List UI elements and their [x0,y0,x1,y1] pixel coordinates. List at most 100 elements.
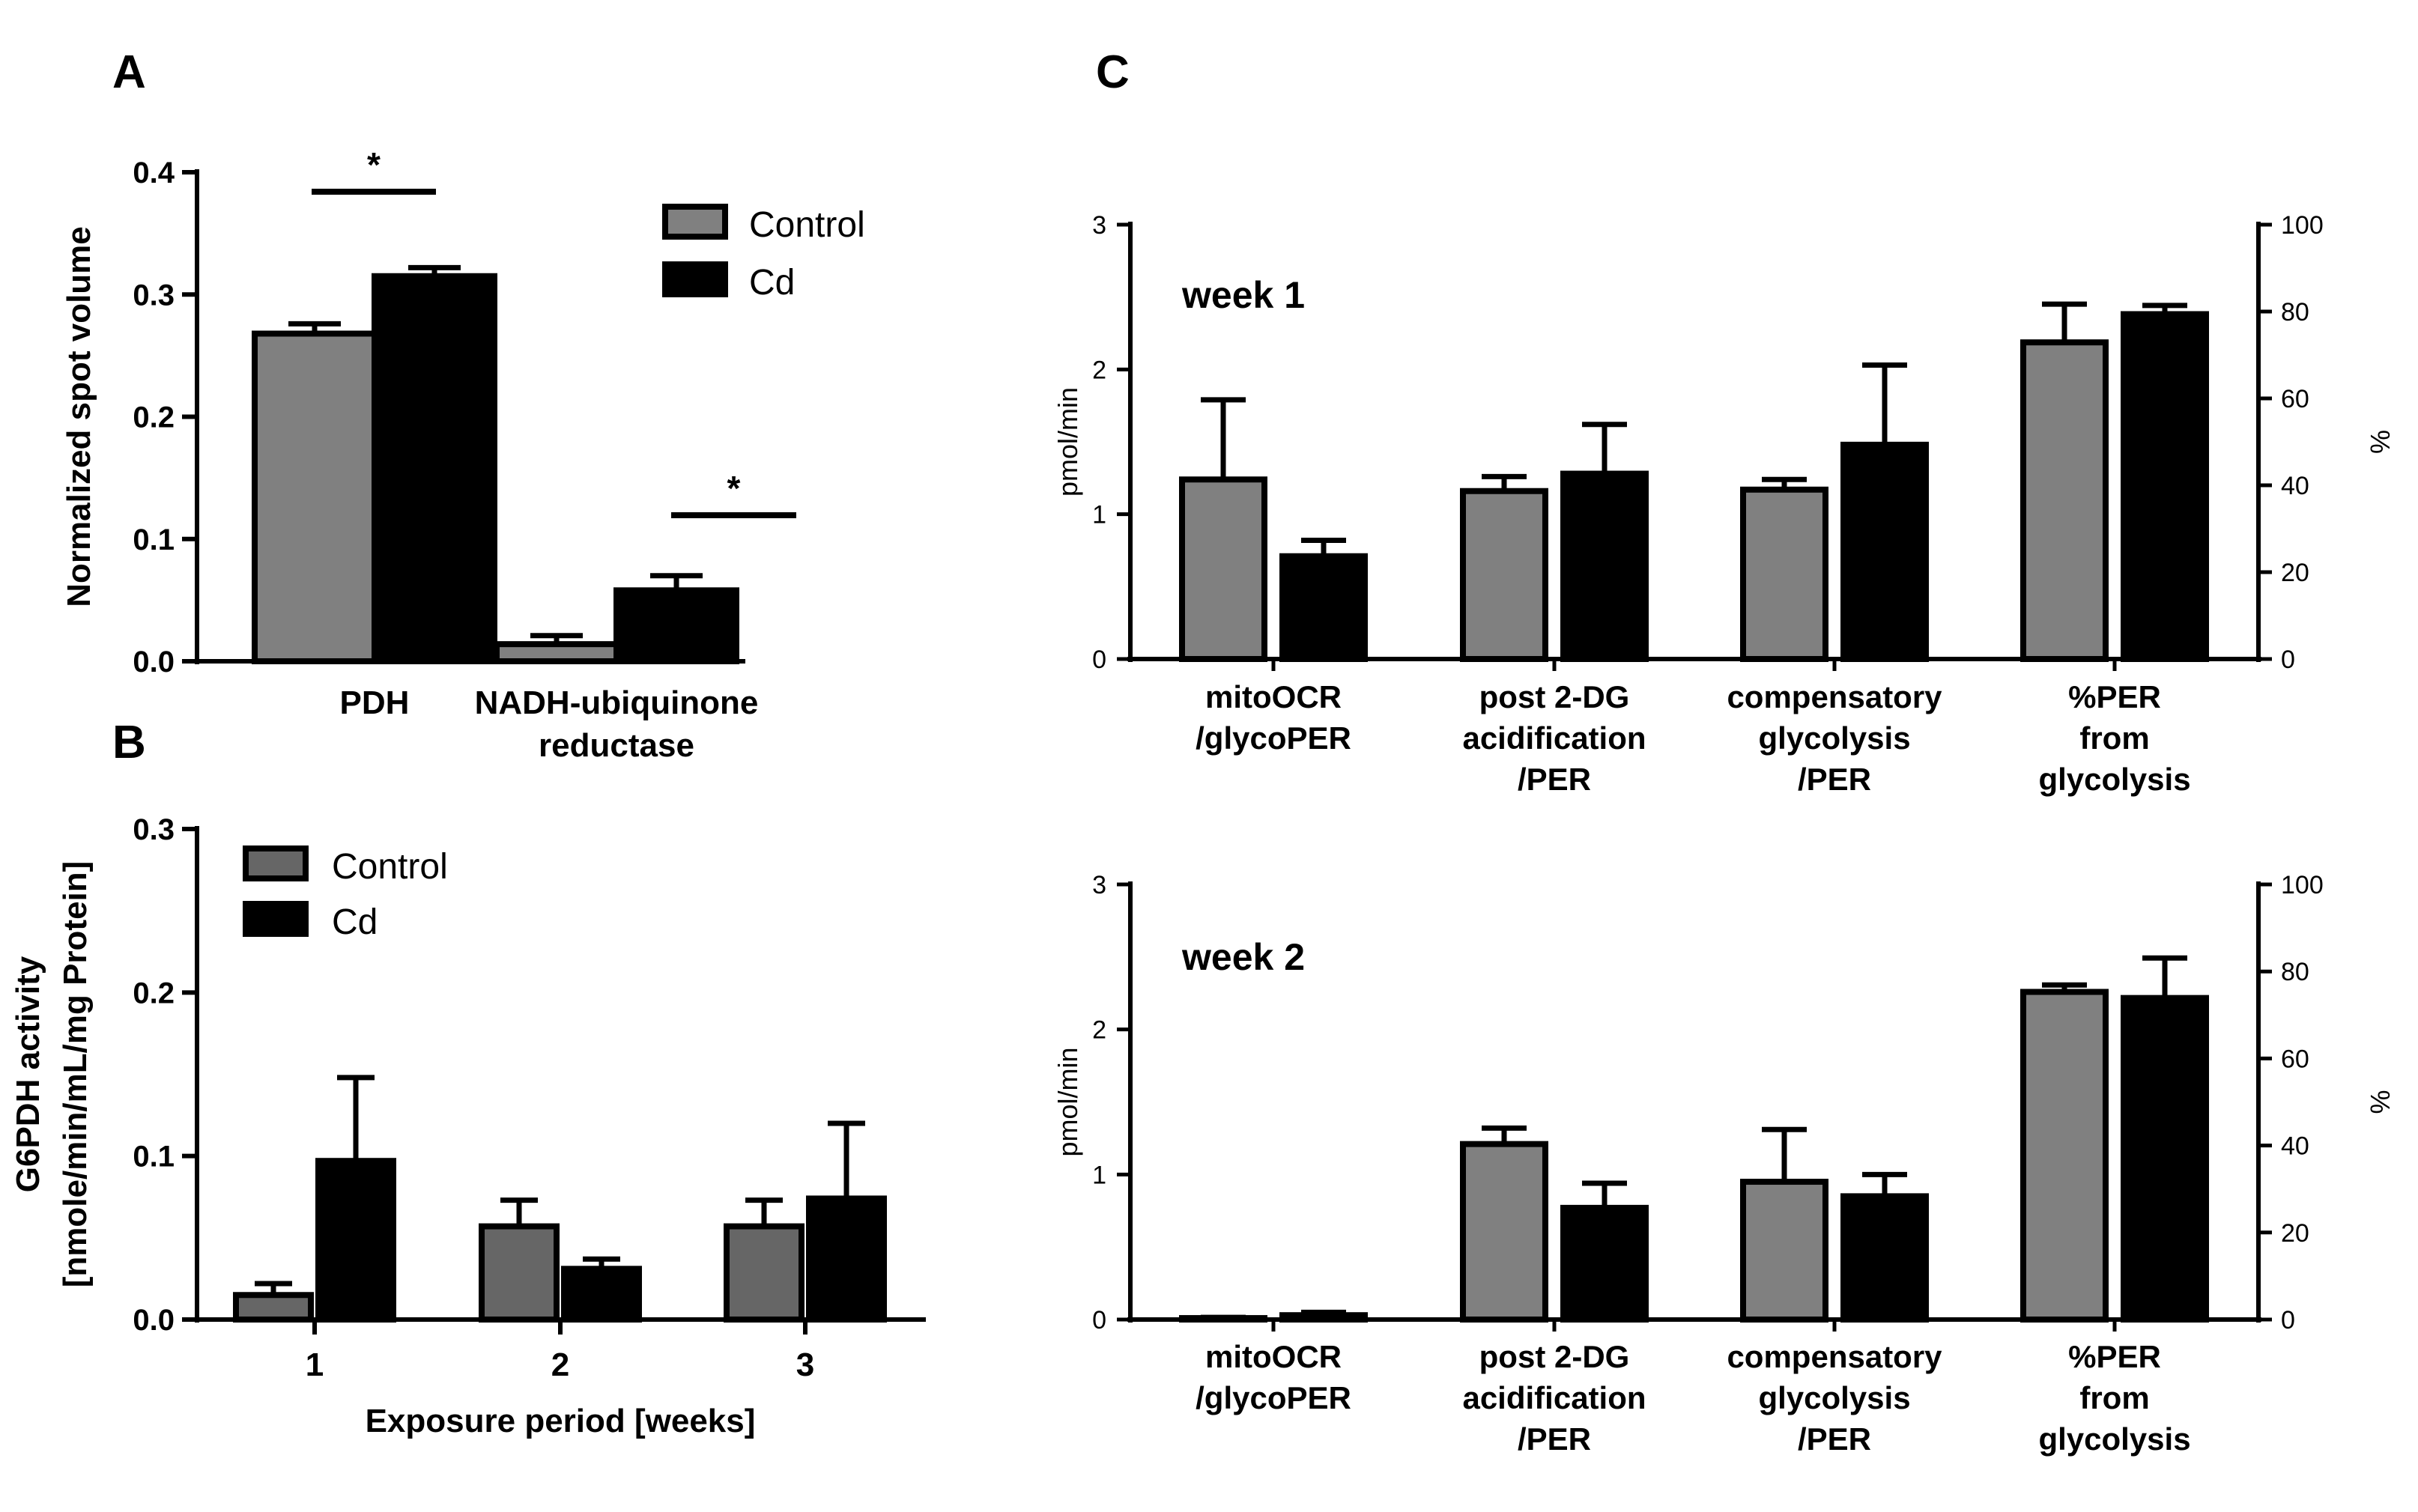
panel-label-c: C [1096,46,1130,98]
bar-control-1 [1460,488,1548,662]
bar-cd-1 [1560,470,1649,662]
y-tick-label: 2 [1092,356,1106,384]
category-label: /PER [1518,1421,1591,1457]
x-tick-label: 3 [796,1346,814,1383]
bar-control-0 [252,330,378,664]
category-label: NADH-ubiquinone [475,684,759,721]
y-axis-title: pmol/min [1052,1047,1083,1156]
category-label: /PER [1798,1421,1871,1457]
y2-tick-label: 0 [2281,1306,2295,1335]
chart-panel-c-week1: 0 1 2 3 0 20 40 60 80 100 pmol/min % week 1 mitoOCR/g… [1052,211,2396,797]
bar-cd-2 [806,1195,887,1323]
legend-label: Control [749,205,865,245]
category-label: mitoOCR [1205,679,1342,714]
error-bar-control-0 [255,1281,292,1296]
panel-label-a: A [112,46,146,98]
y-tick-label: 0.0 [133,646,175,678]
error-bar-cd-3 [2142,955,2187,998]
error-bar-control-0 [288,321,341,334]
error-bar-cd-1 [1582,1180,1627,1208]
bar-control-0 [233,1292,314,1323]
y2-axis-title: % [2365,1090,2396,1114]
bar-control-2 [1740,486,1828,662]
error-bar-control-1 [1482,473,1527,491]
bar-cd-2 [1840,1193,1929,1323]
bar-control-2 [1740,1179,1828,1323]
y-axis-title: [nmole/min/mL/mg Protein] [57,861,94,1288]
bar-control-1 [494,641,619,665]
y2-tick-label: 80 [2281,958,2309,986]
bar-cd-1 [1560,1204,1649,1323]
error-bar-cd-2 [828,1120,865,1199]
error-bar-control-2 [745,1197,783,1227]
y2-tick-label: 60 [2281,385,2309,413]
y-tick-label: 0 [1092,646,1106,674]
error-bar-cd-1 [650,573,703,591]
category-label: PDH [340,684,410,721]
bar-control-1 [479,1223,560,1323]
bar-control-2 [724,1223,805,1323]
y-tick-label: 2 [1092,1016,1106,1045]
y-tick-label: 0.1 [133,1141,175,1174]
x-tick-label: 1 [306,1346,324,1383]
bar-cd-0 [372,273,497,664]
error-bar-control-2 [1762,1126,1807,1182]
error-bar-cd-2 [1862,1171,1907,1197]
y-tick-label: 3 [1092,211,1106,240]
legend-label: Cd [332,902,378,942]
y-tick-label: 0.3 [133,279,175,312]
error-bar-cd-3 [2142,303,2187,315]
error-bar-cd-0 [408,264,461,276]
y-tick-label: 3 [1092,871,1106,899]
category-label: glycolysis [1758,1380,1910,1415]
category-label: %PER [2068,1339,2161,1374]
y2-tick-label: 80 [2281,298,2309,327]
y-tick-label: 0 [1092,1306,1106,1335]
category-label: glycolysis [2038,762,2190,797]
legend-swatch-cd [662,261,728,297]
category-label: from [2079,1380,2149,1415]
bar-control-3 [2020,339,2109,662]
error-bar-control-1 [530,633,583,645]
category-label: compensatory [1727,1339,1942,1374]
error-bar-cd-0 [1301,537,1346,556]
error-bar-control-0 [1201,397,1246,480]
y2-tick-label: 20 [2281,1219,2309,1248]
error-bar-control-0 [1201,1314,1246,1320]
bar-cd-0 [1279,553,1368,662]
category-label: mitoOCR [1205,1339,1342,1374]
bar-cd-1 [561,1266,642,1323]
bar-control-0 [1179,476,1267,662]
y2-axis-title: % [2365,430,2396,454]
error-bar-cd-0 [337,1075,375,1162]
chart-title: week 2 [1181,936,1305,978]
y-tick-label: 0.2 [133,977,175,1009]
category-label: /glycoPER [1196,1380,1351,1415]
category-label: /glycoPER [1196,720,1351,756]
y2-tick-label: 100 [2281,871,2324,899]
category-label: /PER [1518,762,1591,797]
category-label: compensatory [1727,679,1942,714]
bar-cd-1 [613,587,739,664]
chart-panel-a: 0.0 0.1 0.2 0.3 0.4 Normalized spot volume PDH… [61,145,865,764]
panel-label-b: B [112,717,146,768]
category-label: reductase [539,727,694,764]
bar-cd-0 [315,1158,396,1323]
significance-star: * [367,145,381,184]
y-tick-label: 1 [1092,501,1106,529]
error-bar-control-2 [1762,476,1807,490]
category-label: %PER [2068,679,2161,714]
legend-swatch-control [243,845,309,881]
category-label: post 2-DG [1479,679,1630,714]
error-bar-control-1 [500,1197,538,1227]
bar-cd-3 [2121,311,2209,662]
legend-swatch-cd [243,901,309,937]
bar-control-3 [2020,989,2109,1323]
error-bar-cd-2 [1862,362,1907,445]
y-tick-label: 0.3 [133,813,175,846]
category-label: from [2079,720,2149,756]
category-label: acidification [1462,720,1646,756]
bar-cd-3 [2121,995,2209,1323]
chart-title: week 1 [1181,274,1305,316]
